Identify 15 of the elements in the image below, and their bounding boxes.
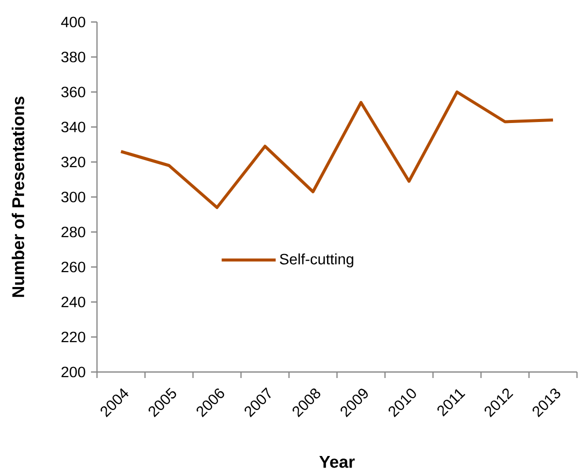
line-series	[120, 90, 554, 209]
y-tick-label: 200	[62, 366, 86, 378]
y-tick-label: 340	[61, 122, 86, 132]
y-tick-label: 360	[61, 86, 86, 98]
y-tick-label: 400	[61, 16, 86, 28]
y-tick-label: 220	[62, 332, 86, 342]
y-tick-label: 240	[62, 296, 86, 308]
y-tick-label: 300	[61, 192, 86, 202]
y-tick-label: 380	[61, 52, 86, 62]
y-tick-label: 280	[62, 226, 86, 238]
y-tick-label: 260	[62, 262, 86, 272]
legend-label: Self-cutting	[280, 253, 354, 268]
x-axis-title: Year	[319, 456, 355, 468]
y-tick-label: 320	[61, 156, 86, 168]
y-axis-title: Number of Presentations	[12, 96, 24, 297]
